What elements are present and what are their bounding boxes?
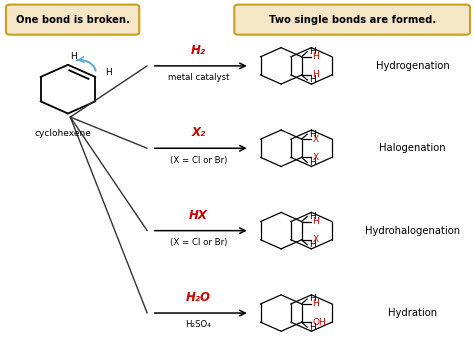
Text: H: H bbox=[105, 68, 112, 77]
Text: H: H bbox=[309, 240, 316, 249]
Text: HX: HX bbox=[189, 209, 208, 222]
Text: Hydrogenation: Hydrogenation bbox=[376, 61, 450, 71]
Text: H: H bbox=[312, 217, 319, 226]
Text: Halogenation: Halogenation bbox=[379, 143, 446, 153]
Text: One bond is broken.: One bond is broken. bbox=[16, 15, 129, 25]
Text: metal catalyst: metal catalyst bbox=[168, 73, 229, 82]
Text: H₂: H₂ bbox=[191, 44, 206, 57]
Text: H: H bbox=[309, 212, 316, 221]
Text: Two single bonds are formed.: Two single bonds are formed. bbox=[269, 15, 436, 25]
Text: H: H bbox=[309, 295, 316, 304]
Text: X: X bbox=[312, 135, 319, 144]
Text: H: H bbox=[312, 70, 319, 79]
Text: H: H bbox=[309, 75, 316, 84]
Text: H: H bbox=[312, 52, 319, 61]
Text: H: H bbox=[70, 52, 77, 61]
Text: H: H bbox=[312, 299, 319, 308]
Text: H₂SO₄: H₂SO₄ bbox=[185, 320, 211, 329]
Text: X: X bbox=[312, 153, 319, 162]
FancyBboxPatch shape bbox=[6, 5, 139, 35]
Text: Hydrohalogenation: Hydrohalogenation bbox=[365, 226, 460, 236]
Text: (X = Cl or Br): (X = Cl or Br) bbox=[170, 156, 227, 165]
Text: H: H bbox=[309, 323, 316, 332]
Text: X: X bbox=[312, 235, 319, 244]
Text: H₂O: H₂O bbox=[186, 291, 211, 304]
Text: H: H bbox=[309, 130, 316, 139]
FancyBboxPatch shape bbox=[234, 5, 470, 35]
Text: Hydration: Hydration bbox=[388, 308, 438, 318]
Text: X₂: X₂ bbox=[191, 126, 205, 139]
Text: OH: OH bbox=[312, 318, 326, 327]
Text: (X = Cl or Br): (X = Cl or Br) bbox=[170, 238, 227, 247]
Text: cyclohexene: cyclohexene bbox=[35, 129, 92, 138]
Text: H: H bbox=[309, 158, 316, 167]
Text: H: H bbox=[309, 47, 316, 56]
